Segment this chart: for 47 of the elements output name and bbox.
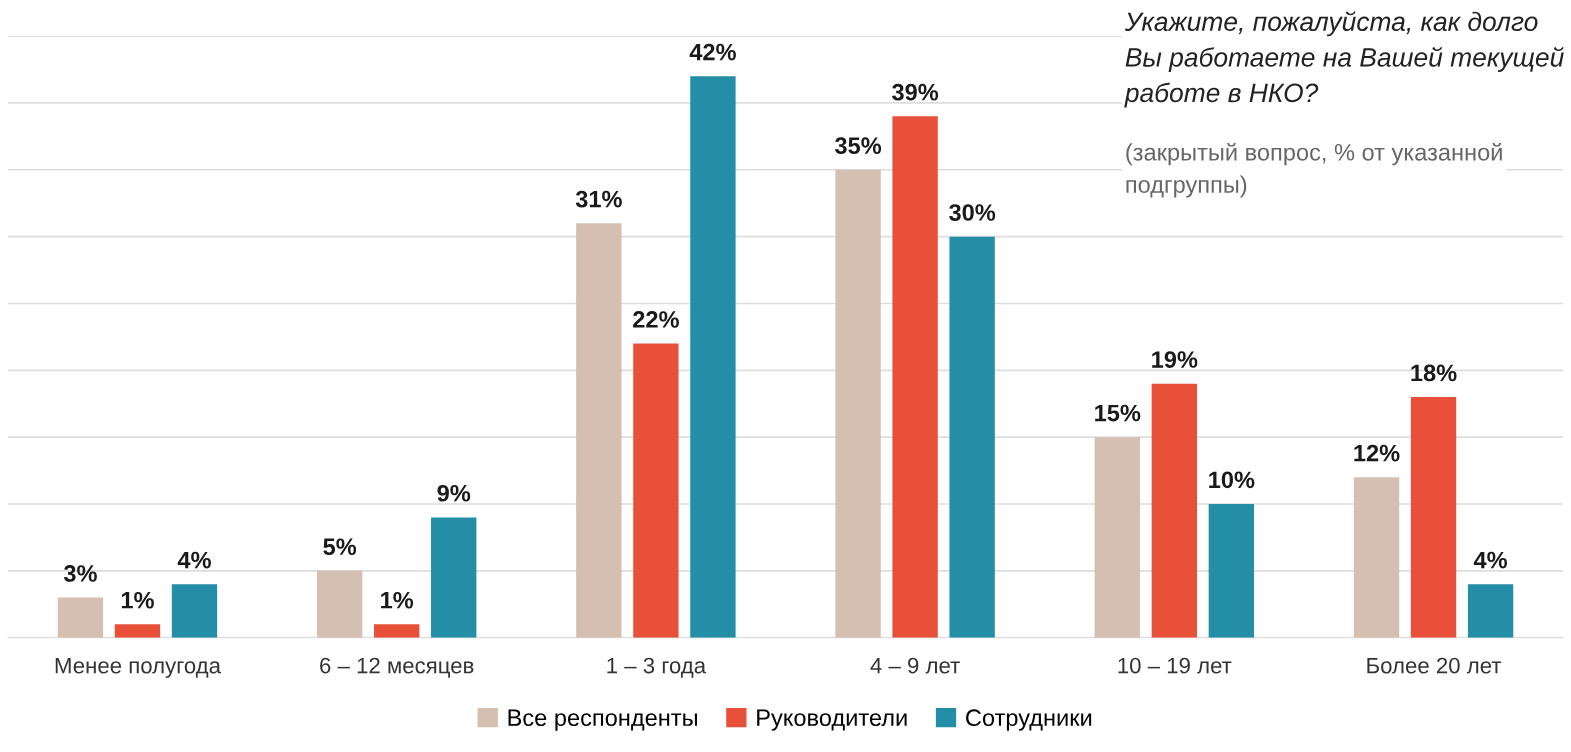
data-label: 18% — [1411, 364, 1457, 382]
data-label: 31% — [575, 190, 622, 208]
legend-label: Все респонденты — [508, 709, 697, 731]
data-label: 1% — [381, 591, 414, 609]
data-label: 4% — [177, 551, 211, 569]
data-label: 19% — [1152, 351, 1198, 368]
data-label: 4% — [1473, 551, 1508, 569]
data-label: 12% — [1354, 444, 1400, 462]
data-label: 22% — [633, 311, 679, 328]
bar — [1208, 504, 1255, 638]
bar — [576, 223, 622, 638]
data-label: 10% — [1209, 471, 1255, 489]
x-tick-label: 4 – 9 лет — [870, 657, 960, 674]
data-label: 5% — [323, 538, 357, 556]
bar — [374, 624, 420, 638]
bar — [431, 517, 477, 638]
bar — [114, 624, 161, 638]
bar — [633, 343, 679, 638]
bar — [57, 597, 104, 638]
data-label: 30% — [949, 204, 996, 221]
data-label: 15% — [1095, 404, 1141, 422]
x-tick-label: 1 – 3 года — [607, 657, 707, 678]
data-label: 1% — [121, 591, 154, 609]
bar — [690, 76, 736, 638]
data-label: 3% — [63, 565, 97, 582]
x-tick-label: 10 – 19 лет — [1118, 657, 1232, 674]
chart-title: Укажите, пожалуйста, как долго Вы работаете на Вашей текущей работе в НКО? — [1124, 11, 1564, 108]
bar — [835, 169, 881, 638]
x-tick-label: Более 20 лет — [1367, 657, 1502, 674]
bar — [1151, 383, 1197, 638]
bar — [1094, 437, 1140, 638]
legend-label: Сотрудники — [966, 709, 1092, 731]
text: (закрытый вопрос, % от указанной подгруппы) — [1126, 142, 1502, 198]
bar — [949, 236, 995, 638]
bar — [316, 570, 363, 638]
data-label: 39% — [892, 83, 939, 101]
bar — [892, 116, 938, 638]
bar — [1467, 584, 1514, 638]
bar — [1410, 397, 1457, 638]
x-tick-label: Менее полугода — [55, 657, 221, 678]
legend-label: Руководители — [757, 709, 907, 731]
data-label: 9% — [437, 484, 471, 502]
bar — [1353, 477, 1400, 638]
x-tick-label: 6 – 12 месяцев — [320, 657, 474, 678]
data-label: 42% — [689, 43, 736, 61]
data-label: 35% — [834, 137, 882, 155]
bar — [171, 584, 218, 638]
